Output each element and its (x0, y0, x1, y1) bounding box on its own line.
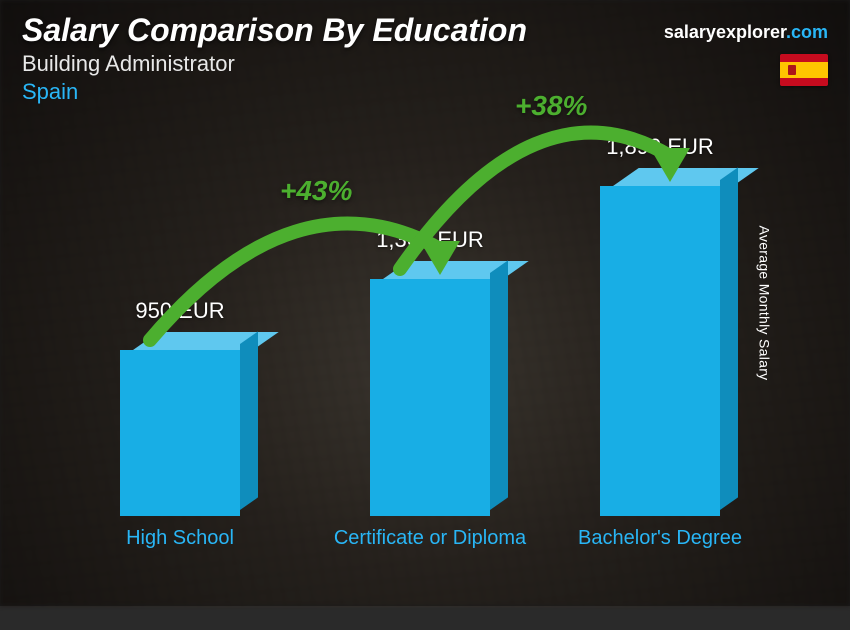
brand-name: salaryexplorer (664, 22, 786, 42)
flag-icon (780, 54, 828, 86)
brand-logo: salaryexplorer.com (664, 22, 828, 43)
country-name: Spain (22, 79, 828, 105)
job-subtitle: Building Administrator (22, 51, 828, 77)
increase-arrow-icon (60, 130, 850, 630)
increase-percent: +38% (515, 90, 587, 122)
brand-suffix: .com (786, 22, 828, 42)
bar-chart: 950 EURHigh School1,360 EURCertificate o… (60, 130, 770, 576)
